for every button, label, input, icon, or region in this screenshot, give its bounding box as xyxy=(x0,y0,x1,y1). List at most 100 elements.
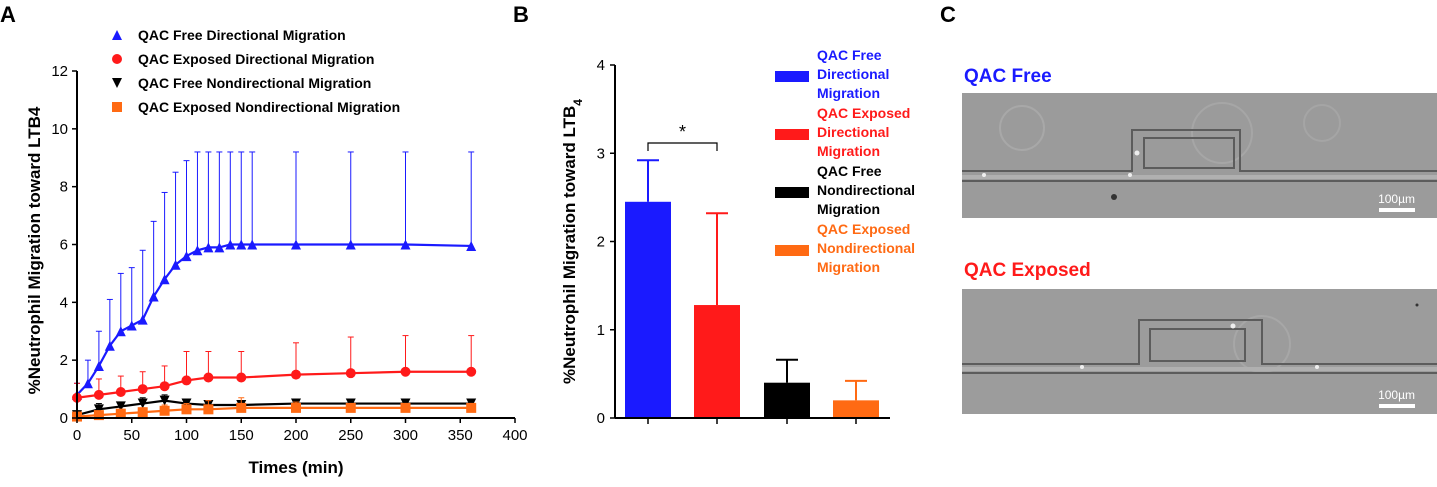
data-point xyxy=(170,259,181,270)
data-point xyxy=(345,239,356,250)
data-point xyxy=(181,404,192,415)
microscopy-image-qac-exposed: 100µm xyxy=(962,289,1437,414)
data-point xyxy=(159,405,170,416)
y-tick-label: 0 xyxy=(60,410,68,427)
legend-marker xyxy=(112,54,122,64)
legend-label: Directional xyxy=(817,66,889,82)
chart-a: 0 2 4 6 8 10 12 0 50 100 150 200 250 300 350 400 Times (… xyxy=(25,27,528,477)
data-point xyxy=(115,408,126,419)
y-tick-label: 0 xyxy=(597,410,605,427)
y-tick-label: 1 xyxy=(597,322,605,339)
data-point xyxy=(225,239,236,250)
y-tick-label: 8 xyxy=(60,179,68,196)
data-point xyxy=(192,245,203,256)
data-point xyxy=(466,402,477,413)
data-point xyxy=(181,251,192,262)
data-point xyxy=(115,326,126,337)
data-point xyxy=(466,240,477,251)
data-point xyxy=(400,366,411,377)
legend-swatch xyxy=(775,129,809,140)
data-point xyxy=(203,242,214,253)
legend-label: QAC Exposed xyxy=(817,221,910,237)
x-tick-label: 0 xyxy=(73,427,81,444)
panel-c-letter: C xyxy=(940,2,956,27)
data-point xyxy=(137,407,148,418)
bar xyxy=(694,305,740,418)
data-point xyxy=(137,398,148,409)
legend-marker xyxy=(112,102,122,112)
image-title-qac-exposed: QAC Exposed xyxy=(964,260,1091,281)
legend-label: QAC Exposed Nondirectional Migration xyxy=(138,99,400,115)
x-tick-label: 50 xyxy=(123,427,140,444)
legend-marker xyxy=(112,30,122,40)
legend-label: Migration xyxy=(817,85,880,101)
y-axis-label-subscript: 4 xyxy=(571,99,585,106)
scale-bar-label-1: 100µm xyxy=(1378,192,1415,206)
legend-label: Migration xyxy=(817,143,880,159)
panel-b-letter: B xyxy=(513,2,529,27)
x-axis-label: Times (min) xyxy=(248,458,343,477)
data-point xyxy=(400,239,411,250)
y-tick-label: 3 xyxy=(597,145,605,162)
bar xyxy=(625,201,671,418)
data-point xyxy=(236,372,247,383)
image-title-qac-free: QAC Free xyxy=(964,66,1052,87)
data-point xyxy=(159,381,170,392)
x-tick-label: 100 xyxy=(174,427,199,444)
y-tick-label: 4 xyxy=(60,294,68,311)
legend-label: Nondirectional xyxy=(817,240,915,256)
data-point xyxy=(148,291,159,302)
data-point xyxy=(181,375,192,386)
series-line xyxy=(76,370,472,399)
data-point xyxy=(291,402,301,413)
data-point xyxy=(93,389,104,400)
data-point xyxy=(236,402,247,413)
y-tick-label: 2 xyxy=(597,234,605,251)
scale-bar-label-2: 100µm xyxy=(1378,388,1415,402)
data-point xyxy=(115,401,126,412)
y-tick-label: 6 xyxy=(60,237,68,254)
data-point xyxy=(203,372,214,383)
data-point xyxy=(203,404,214,415)
data-point xyxy=(236,239,247,250)
scale-bar-1 xyxy=(1379,208,1415,212)
data-point xyxy=(159,395,170,406)
y-tick-label: 2 xyxy=(60,352,68,369)
bar xyxy=(833,400,879,418)
y-tick-label: 10 xyxy=(51,121,68,138)
data-point xyxy=(247,239,258,250)
y-axis-label: %Neutrophil Migration toward LTB4 xyxy=(25,106,44,394)
legend-swatch xyxy=(775,245,809,256)
panel-a-letter: A xyxy=(0,2,16,27)
data-point xyxy=(115,386,126,397)
series-line xyxy=(76,399,472,417)
data-point xyxy=(137,384,148,395)
legend-label: QAC Free Nondirectional Migration xyxy=(138,75,371,91)
legend-label: QAC Free Directional Migration xyxy=(138,27,346,43)
significance-bracket xyxy=(647,142,718,151)
data-point xyxy=(93,410,104,421)
x-tick-label: 300 xyxy=(393,427,418,444)
channel-drawing-2 xyxy=(962,289,1437,414)
data-point xyxy=(291,369,301,380)
y-axis-label: %Neutrophil Migration toward LTB4 xyxy=(560,99,585,384)
data-point xyxy=(93,360,104,371)
legend-label: Directional xyxy=(817,124,889,140)
legend-label: QAC Exposed xyxy=(817,105,910,121)
legend-label: Migration xyxy=(817,201,880,217)
data-point xyxy=(126,320,137,331)
legend-swatch xyxy=(775,71,809,82)
data-point xyxy=(466,366,477,377)
data-point xyxy=(345,368,356,379)
data-point xyxy=(291,239,301,250)
legend-label: QAC Free xyxy=(817,163,882,179)
data-point xyxy=(93,404,104,415)
microscopy-image-qac-free: 100µm xyxy=(962,93,1437,218)
channel-drawing-1 xyxy=(962,93,1437,218)
legend-swatch xyxy=(775,187,809,198)
bar xyxy=(764,382,810,418)
data-point xyxy=(104,340,115,351)
legend-label: QAC Exposed Directional Migration xyxy=(138,51,374,67)
